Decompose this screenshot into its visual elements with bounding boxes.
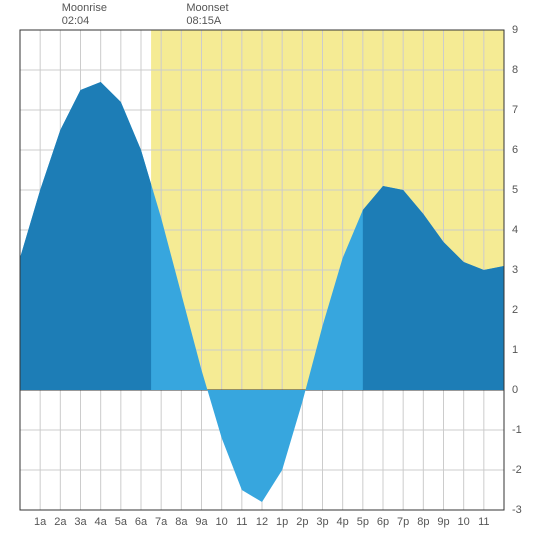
moonset-time: 08:15A [186, 15, 228, 28]
x-tick: 7p [397, 516, 409, 528]
chart-svg [0, 0, 550, 550]
y-tick: 4 [512, 224, 518, 236]
x-tick: 6p [377, 516, 389, 528]
moonrise-label: Moonrise [62, 2, 107, 15]
y-tick: 6 [512, 144, 518, 156]
x-tick: 11 [236, 516, 247, 528]
x-tick: 1a [34, 516, 46, 528]
x-tick: 10 [458, 516, 470, 528]
x-tick: 1p [276, 516, 288, 528]
x-tick: 4p [337, 516, 349, 528]
x-tick: 9a [195, 516, 207, 528]
x-tick: 9p [437, 516, 449, 528]
x-tick: 2a [54, 516, 66, 528]
y-tick: 8 [512, 64, 518, 76]
x-tick: 12 [256, 516, 268, 528]
moonrise-annotation: Moonrise 02:04 [62, 2, 107, 28]
moonrise-time: 02:04 [62, 15, 107, 28]
y-tick: 5 [512, 184, 518, 196]
x-tick: 4a [95, 516, 107, 528]
x-tick: 5a [115, 516, 127, 528]
x-tick: 3p [316, 516, 328, 528]
x-tick: 5p [357, 516, 369, 528]
x-tick: 7a [155, 516, 167, 528]
y-tick: 9 [512, 24, 518, 36]
y-tick: 1 [512, 344, 518, 356]
x-tick: 8p [417, 516, 429, 528]
x-tick: 3a [74, 516, 86, 528]
y-tick: -1 [512, 424, 522, 436]
tide-chart: Moonrise 02:04 Moonset 08:15A 1a 2a 3a 4a 5a… [0, 0, 550, 550]
moonset-label: Moonset [186, 2, 228, 15]
x-tick: 11 [478, 516, 489, 528]
y-tick: 3 [512, 264, 518, 276]
x-tick: 6a [135, 516, 147, 528]
y-tick: 2 [512, 304, 518, 316]
y-tick: -3 [512, 504, 522, 516]
x-tick: 8a [175, 516, 187, 528]
y-tick: -2 [512, 464, 522, 476]
x-tick: 2p [296, 516, 308, 528]
moonset-annotation: Moonset 08:15A [186, 2, 228, 28]
x-tick: 10 [216, 516, 228, 528]
y-tick: 0 [512, 384, 518, 396]
y-tick: 7 [512, 104, 518, 116]
